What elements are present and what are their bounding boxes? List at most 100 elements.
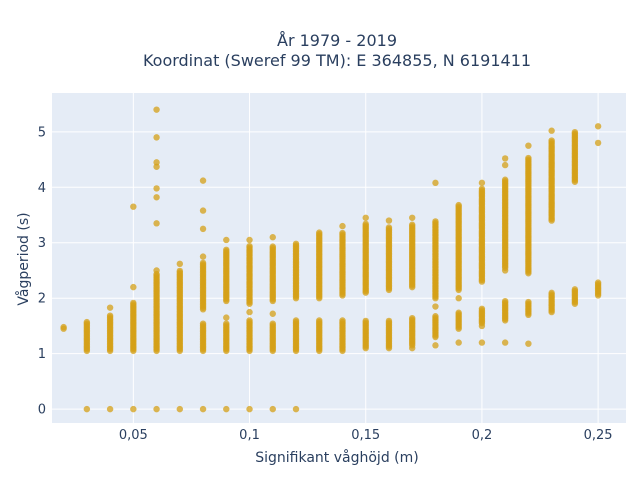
data-point — [525, 340, 532, 347]
data-point — [292, 405, 300, 413]
x-axis-label: Signifikant våghöjd (m) — [255, 449, 418, 466]
data-point — [432, 342, 439, 349]
data-point — [199, 225, 207, 233]
x-tick-label: 0,25 — [584, 428, 613, 443]
data-point — [246, 405, 253, 413]
data-point — [199, 320, 207, 327]
data-point — [501, 297, 509, 305]
data-point — [130, 299, 137, 307]
data-point — [153, 194, 160, 201]
data-point — [246, 236, 253, 244]
data-point — [153, 220, 160, 227]
data-point — [246, 317, 253, 324]
data-point — [153, 134, 160, 141]
data-point — [525, 142, 532, 149]
data-point — [292, 240, 300, 248]
data-point — [455, 339, 462, 346]
data-point — [130, 203, 137, 210]
data-point — [501, 155, 509, 162]
data-point — [409, 221, 416, 228]
data-point — [501, 161, 509, 169]
data-point — [153, 106, 160, 113]
data-point — [60, 323, 67, 331]
data-point — [130, 283, 137, 291]
data-point — [223, 405, 230, 413]
y-tick-label: 1 — [38, 347, 46, 362]
data-point — [223, 320, 230, 327]
data-point — [501, 267, 509, 274]
data-point — [525, 298, 532, 306]
plot-area — [52, 93, 626, 423]
data-point — [269, 310, 276, 317]
data-point — [176, 405, 184, 413]
data-point — [525, 154, 532, 162]
data-point — [269, 320, 276, 327]
data-point — [83, 318, 91, 326]
chart-subtitle: Koordinat (Sweref 99 TM): E 364855, N 61… — [143, 51, 531, 70]
data-point — [409, 314, 416, 322]
data-point — [246, 242, 253, 250]
y-tick-label: 5 — [38, 125, 46, 140]
data-point — [478, 179, 486, 187]
data-point — [432, 218, 439, 225]
data-point — [316, 229, 323, 236]
data-point — [153, 185, 160, 192]
y-tick-label: 2 — [38, 292, 46, 307]
x-tick-label: 0,2 — [472, 428, 493, 443]
data-point — [223, 246, 230, 253]
data-point — [362, 214, 369, 221]
x-tick-label: 0,05 — [119, 428, 148, 443]
y-tick-label: 4 — [38, 181, 46, 196]
data-point — [362, 317, 369, 325]
data-point — [316, 317, 323, 324]
data-point — [176, 260, 184, 268]
data-point — [409, 344, 416, 352]
data-point — [432, 179, 439, 187]
data-point — [362, 220, 369, 228]
chart-title: År 1979 - 2019 — [277, 31, 397, 50]
data-point — [339, 229, 346, 237]
data-point — [571, 286, 579, 293]
data-point — [455, 295, 462, 302]
data-point — [594, 123, 602, 130]
data-point — [548, 127, 555, 134]
data-point — [455, 309, 462, 316]
data-point — [199, 207, 207, 214]
data-point — [501, 339, 509, 346]
data-point — [269, 405, 276, 413]
data-point — [153, 159, 160, 166]
data-point — [432, 303, 439, 310]
data-point — [292, 317, 300, 324]
data-point — [385, 317, 393, 325]
data-point — [269, 243, 276, 250]
data-point — [548, 289, 555, 297]
data-point — [153, 267, 160, 274]
data-point — [548, 137, 555, 144]
data-point — [385, 224, 393, 231]
data-point — [153, 405, 160, 413]
data-point — [571, 128, 579, 136]
data-point — [223, 314, 230, 321]
data-point — [199, 405, 207, 413]
data-point — [106, 304, 114, 311]
data-point — [594, 139, 602, 147]
y-axis-label: Vågperiod (s) — [15, 212, 32, 305]
data-point — [223, 236, 230, 244]
data-point — [199, 177, 207, 184]
data-point — [199, 253, 207, 260]
data-point — [269, 234, 276, 241]
x-tick-label: 0,15 — [351, 428, 380, 443]
data-point — [176, 267, 184, 275]
y-tick-label: 3 — [38, 236, 46, 251]
data-point — [385, 217, 393, 224]
data-point — [130, 405, 137, 413]
data-point — [478, 339, 486, 346]
data-point — [106, 405, 114, 413]
data-point — [478, 185, 486, 192]
x-tick-label: 0,1 — [239, 428, 260, 443]
tick-labels: 0,05 0,1 0,15 0,2 0,25 0 1 2 3 4 5 — [38, 125, 613, 443]
data-point — [339, 222, 346, 230]
data-point — [501, 176, 509, 183]
data-point — [83, 405, 91, 413]
